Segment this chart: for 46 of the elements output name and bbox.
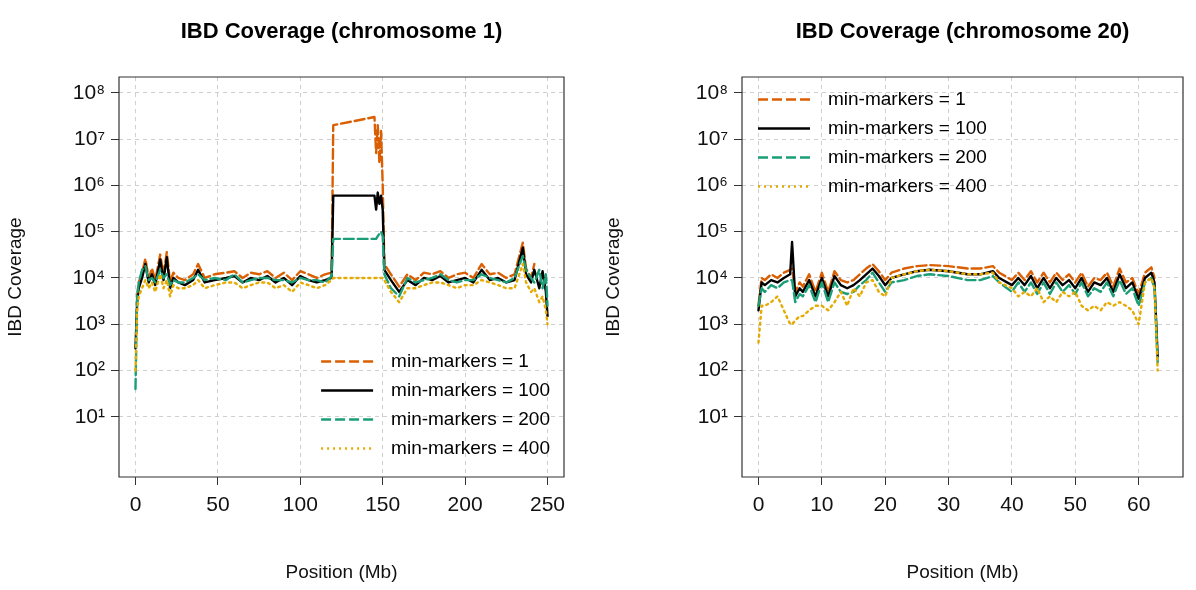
line-series <box>135 115 536 298</box>
y-tick-label: 10⁴ <box>695 264 728 288</box>
legend-label: min-markers = 400 <box>391 436 551 458</box>
x-axis-title: Position (Mb) <box>906 560 1019 582</box>
y-tick-label: 10² <box>697 357 728 381</box>
x-tick-label: 150 <box>365 492 401 516</box>
y-axis-title: IBD Coverage <box>3 217 25 337</box>
y-tick-label: 10⁶ <box>72 172 105 196</box>
y-tick-label: 10¹ <box>697 403 728 427</box>
y-tick-label: 10³ <box>74 311 105 335</box>
y-tick-label: 10⁸ <box>695 79 728 103</box>
x-tick-label: 0 <box>129 492 142 516</box>
legend-label: min-markers = 200 <box>828 145 987 167</box>
line-series <box>757 262 1156 307</box>
y-tick-label: 10⁸ <box>72 79 105 103</box>
x-axis-title: Position (Mb) <box>285 560 398 582</box>
line-series <box>134 262 549 372</box>
chart-title: IBD Coverage (chromosome 20) <box>795 18 1130 44</box>
x-tick-label: 40 <box>1000 492 1024 516</box>
y-tick-label: 10⁵ <box>695 218 728 242</box>
y-tick-label: 10⁷ <box>74 125 105 149</box>
x-tick-label: 30 <box>936 492 961 516</box>
y-tick-label: 10³ <box>697 311 728 335</box>
y-tick-label: 10⁶ <box>695 172 728 196</box>
x-tick-label: 200 <box>447 492 483 516</box>
legend-label: min-markers = 1 <box>391 349 529 371</box>
x-tick-label: 250 <box>530 492 566 516</box>
x-tick-label: 100 <box>282 492 318 516</box>
x-tick-label: 50 <box>206 492 230 516</box>
y-tick-label: 10⁷ <box>697 125 728 149</box>
y-tick-label: 10⁵ <box>72 218 105 242</box>
legend-label: min-markers = 400 <box>828 174 987 196</box>
y-tick-label: 10² <box>74 357 105 381</box>
legend-label: min-markers = 100 <box>828 116 987 138</box>
y-axis-title: IBD Coverage <box>601 217 623 337</box>
x-tick-label: 0 <box>752 492 765 516</box>
chart-title: IBD Coverage (chromosome 1) <box>180 18 503 44</box>
x-tick-label: 60 <box>1126 492 1151 516</box>
legend-label: min-markers = 100 <box>391 378 551 400</box>
legend-label: min-markers = 200 <box>391 407 551 429</box>
x-tick-label: 20 <box>873 492 897 516</box>
y-tick-label: 10⁴ <box>72 264 105 288</box>
x-tick-label: 10 <box>810 492 834 516</box>
x-tick-label: 50 <box>1063 492 1087 516</box>
legend-label: min-markers = 1 <box>828 87 966 109</box>
y-tick-label: 10¹ <box>74 403 105 427</box>
